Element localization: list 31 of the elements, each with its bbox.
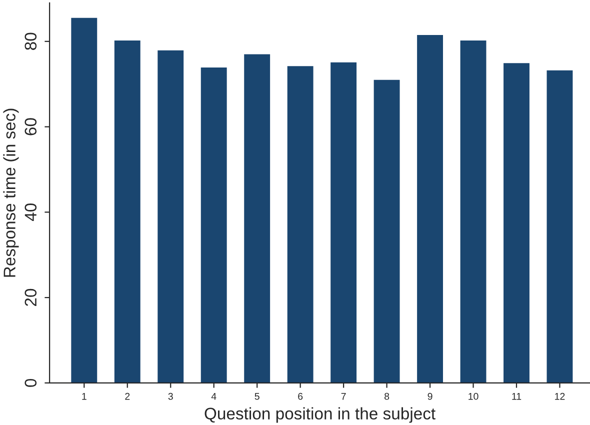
x-tick-label: 7 <box>341 393 346 400</box>
x-tick-label: 10 <box>468 392 478 400</box>
y-tick-label: 0 <box>24 378 37 387</box>
x-tick-label: 5 <box>254 393 260 400</box>
bar <box>114 40 140 383</box>
x-tick-label: 11 <box>512 393 522 400</box>
bar <box>244 54 270 383</box>
bar <box>71 18 98 383</box>
bar <box>330 62 357 383</box>
bar <box>374 80 400 383</box>
x-tick-label: 8 <box>384 392 390 400</box>
bar <box>158 50 184 383</box>
y-tick-label: 80 <box>24 32 37 50</box>
y-axis-title: Response time (in sec) <box>3 108 19 277</box>
y-tick-label: 20 <box>24 288 37 306</box>
bar <box>460 40 486 383</box>
x-tick-label: 9 <box>428 392 432 400</box>
x-tick-label: 2 <box>125 392 130 400</box>
y-tick-label: 40 <box>24 204 37 222</box>
bar <box>200 67 227 383</box>
x-tick-label: 6 <box>298 392 303 400</box>
x-tick-label: 3 <box>168 392 173 400</box>
bar <box>546 70 573 383</box>
bar <box>504 63 530 383</box>
x-tick-label: 12 <box>555 392 565 400</box>
bar <box>287 66 314 383</box>
bar <box>417 34 443 383</box>
x-tick-label: 1 <box>82 393 86 400</box>
y-tick-label: 60 <box>24 118 37 136</box>
x-axis-title: Question position in the subject <box>204 407 436 423</box>
x-tick-label: 4 <box>211 393 216 400</box>
